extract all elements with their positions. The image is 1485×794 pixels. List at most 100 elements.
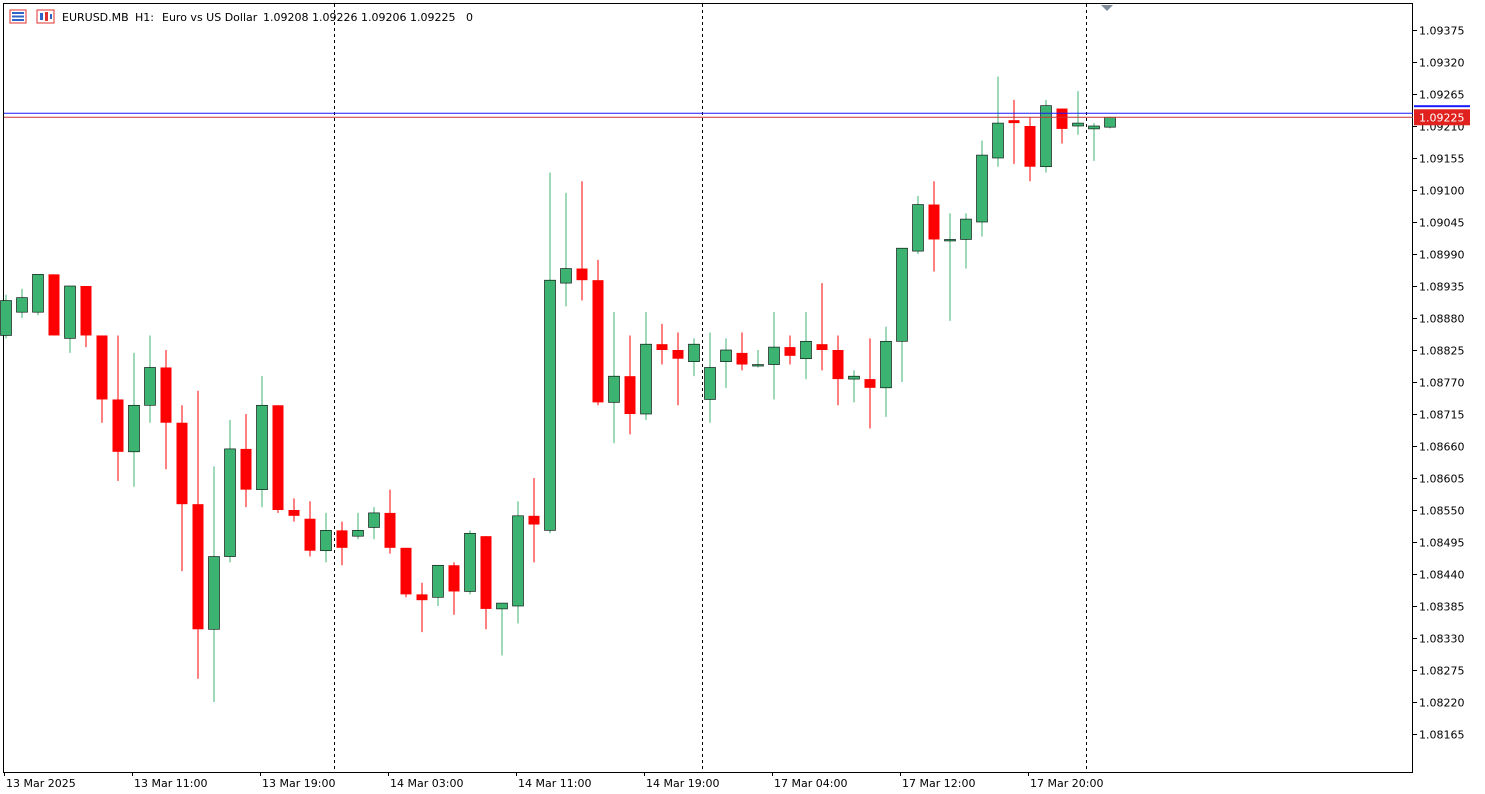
candle-body-bull <box>560 268 572 284</box>
price-tick-label: 1.09100 <box>1419 185 1465 198</box>
candle <box>992 76 1004 167</box>
candle <box>336 521 348 566</box>
candle-body-bear <box>528 515 540 525</box>
candle-body-bull <box>464 532 476 592</box>
candle-body-bear <box>384 512 396 548</box>
candle <box>448 562 460 615</box>
candle <box>352 512 364 540</box>
candle <box>928 181 940 272</box>
candle <box>160 350 172 470</box>
candle-body-bull <box>320 530 332 552</box>
candle-body-bear <box>336 530 348 548</box>
candle-body-bear <box>736 352 748 365</box>
candle-body-bear <box>816 344 828 350</box>
price-tick-label: 1.09155 <box>1419 153 1465 166</box>
candle <box>704 332 716 423</box>
price-tick-label: 1.09045 <box>1419 217 1465 230</box>
candle-body-bull <box>1088 125 1100 130</box>
candle <box>1056 108 1068 144</box>
candle-body-bull <box>368 512 380 528</box>
day-separators <box>334 4 1087 772</box>
candle-body-bull <box>752 364 764 367</box>
candle-body-bull <box>960 218 972 240</box>
candle <box>432 564 444 606</box>
time-tick-label: 13 Mar 11:00 <box>134 777 207 790</box>
symbol-description: Euro vs US Dollar <box>162 11 258 24</box>
candle <box>192 390 204 679</box>
candle-body-bull <box>432 564 444 598</box>
candle <box>544 172 556 534</box>
price-tick-label: 1.08605 <box>1419 473 1465 486</box>
candle-body-bull <box>1040 105 1052 168</box>
candle <box>672 332 684 406</box>
candle <box>416 582 428 633</box>
candle <box>128 352 140 487</box>
candle <box>848 370 860 403</box>
candle <box>608 312 620 444</box>
candle-body-bear <box>576 268 588 281</box>
candle <box>912 195 924 254</box>
candle-body-bull <box>544 279 556 531</box>
candle-body-bear <box>624 376 636 414</box>
candle <box>592 259 604 406</box>
candle-body-bear <box>272 405 284 510</box>
candle <box>736 332 748 371</box>
candle-body-bull <box>912 204 924 252</box>
candle-body-bull <box>1104 116 1116 128</box>
candle-body-bear <box>592 280 604 403</box>
price-tick-label: 1.08165 <box>1419 729 1465 742</box>
candle-body-bear <box>176 422 188 505</box>
candle <box>304 501 316 557</box>
price-tick-label: 1.08990 <box>1419 249 1465 262</box>
candle <box>288 498 300 522</box>
candle-body-bull <box>880 340 892 389</box>
price-tick-label: 1.08220 <box>1419 697 1465 710</box>
chart-type-icon[interactable] <box>36 9 55 24</box>
candle <box>384 489 396 554</box>
candle-body-bear <box>1008 120 1020 124</box>
candle-body-bear <box>400 547 412 595</box>
candle-body-bull <box>224 448 236 557</box>
time-tick-label: 13 Mar 2025 <box>6 777 76 790</box>
price-tick-label: 1.08880 <box>1419 313 1465 326</box>
candle-body-bear <box>832 350 844 380</box>
candle-body-bull <box>944 239 956 242</box>
price-tick-label: 1.09375 <box>1419 25 1465 38</box>
chart-shift-marker-icon[interactable] <box>1101 5 1113 11</box>
volume-value: 0 <box>466 11 473 24</box>
candle <box>976 140 988 237</box>
price-tick-label: 1.08275 <box>1419 665 1465 678</box>
time-axis[interactable]: 13 Mar 2025 13 Mar 11:00 13 Mar 19:00 14 Ma… <box>4 772 1104 790</box>
price-tick-label: 1.08770 <box>1419 377 1465 390</box>
candle <box>144 335 156 423</box>
candle <box>320 512 332 563</box>
symbol-label: EURUSD.MB <box>62 11 129 24</box>
candle <box>96 335 108 423</box>
candle <box>480 536 492 630</box>
candle-body-bear <box>240 448 252 490</box>
candle-body-bull <box>688 343 700 362</box>
candle <box>560 192 572 307</box>
market-watch-icon[interactable] <box>9 9 27 24</box>
candle-body-bear <box>304 518 316 551</box>
time-tick-label: 14 Mar 03:00 <box>390 777 463 790</box>
candle <box>272 405 284 513</box>
time-tick-label: 17 Mar 12:00 <box>902 777 975 790</box>
candle <box>896 247 908 382</box>
candle-body-bear <box>48 274 60 336</box>
current-price-tag: 1.09225 <box>1414 105 1470 126</box>
candle <box>528 478 540 563</box>
candle-body-bear <box>1056 108 1068 129</box>
candle-body-bull <box>1072 122 1084 127</box>
price-tick-label: 1.08385 <box>1419 601 1465 614</box>
price-axis[interactable]: 1.093751.093201.092651.092101.091551.091… <box>1413 25 1465 742</box>
candle <box>0 294 12 339</box>
price-tick-label: 1.08440 <box>1419 569 1465 582</box>
candle-body-bull <box>496 602 508 610</box>
candle <box>48 274 60 336</box>
candle <box>720 338 732 388</box>
candle-body-bear <box>448 565 460 592</box>
